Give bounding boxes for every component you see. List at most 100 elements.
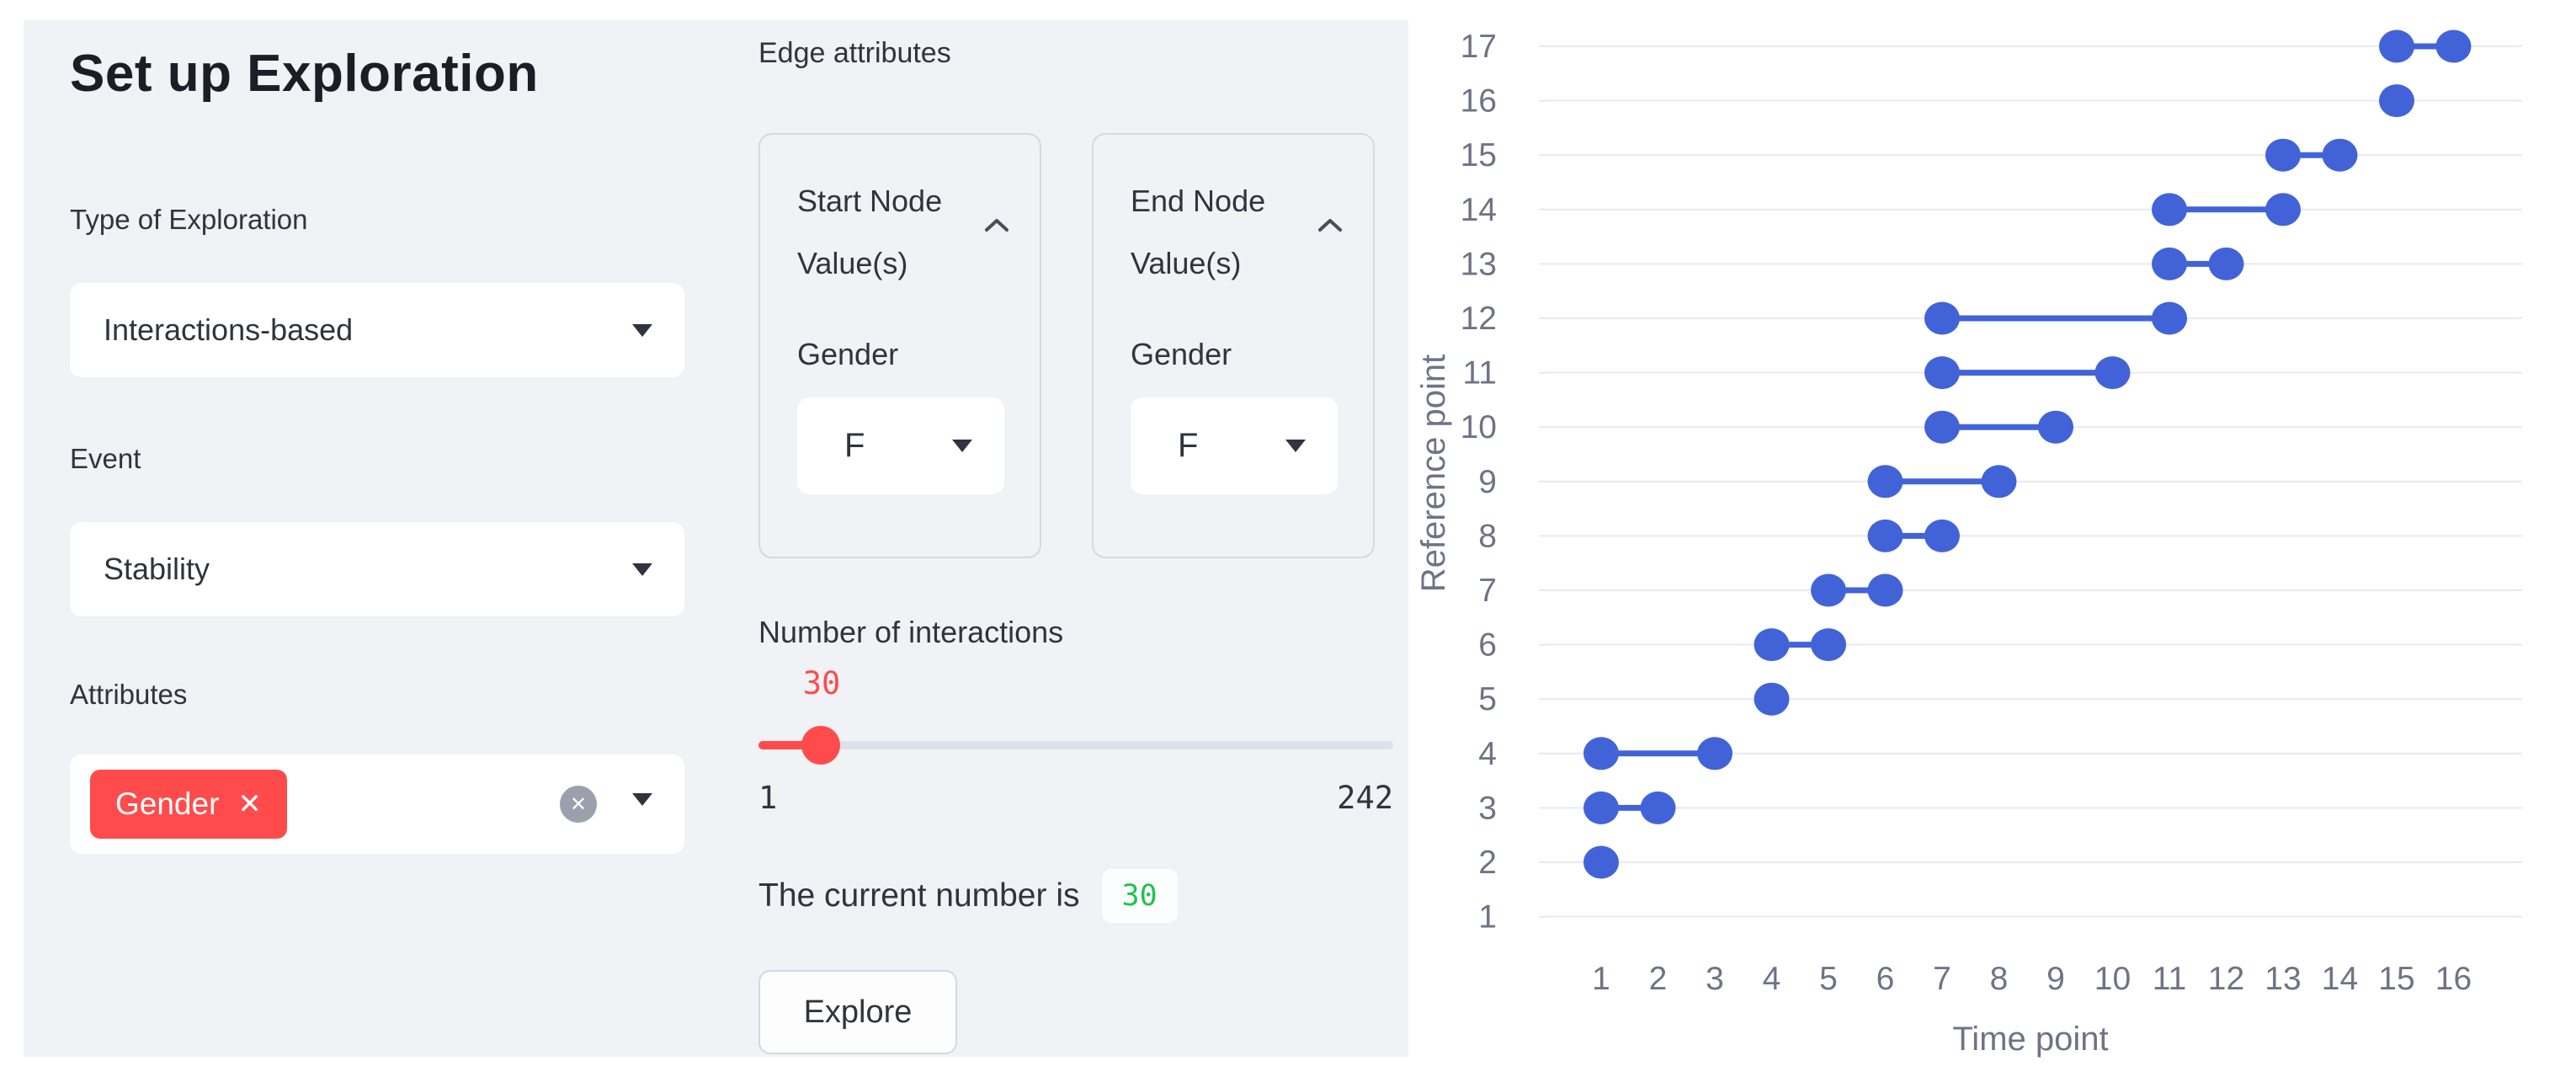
y-tick-label: 13 xyxy=(1461,246,1497,282)
event-label: Event xyxy=(70,443,141,474)
y-tick-label: 15 xyxy=(1461,137,1497,173)
chart-point-start xyxy=(1924,301,1960,335)
chevron-down-icon xyxy=(632,562,652,576)
type-of-exploration-value: Interactions-based xyxy=(104,312,354,347)
y-tick-label: 17 xyxy=(1461,29,1497,65)
chart-point-end xyxy=(2208,247,2244,280)
attribute-tag-gender[interactable]: Gender ✕ xyxy=(90,770,287,839)
y-tick-label: 8 xyxy=(1478,518,1497,554)
chevron-down-icon xyxy=(632,323,652,337)
x-tick-label: 13 xyxy=(2265,961,2301,997)
chart-point-end xyxy=(2094,356,2131,390)
card-gender-label: Gender xyxy=(1131,337,1232,371)
chart-point-end xyxy=(1867,573,1903,607)
chart-point-start xyxy=(2152,247,2187,280)
current-number-value: 30 xyxy=(1101,869,1178,923)
x-tick-label: 12 xyxy=(2208,961,2244,997)
x-tick-label: 15 xyxy=(2378,961,2414,997)
x-tick-label: 10 xyxy=(2094,961,2131,997)
x-tick-label: 1 xyxy=(1592,961,1610,997)
end-node-card: End Node Value(s) Gender F xyxy=(1092,133,1375,558)
y-axis-title: Reference point xyxy=(1415,355,1452,592)
end-node-value-select[interactable]: F xyxy=(1131,397,1338,494)
chart-point-end xyxy=(1811,628,1846,662)
type-of-exploration-label: Type of Exploration xyxy=(70,204,308,235)
end-node-value: F xyxy=(1178,427,1199,464)
chart-point-end xyxy=(1697,737,1732,770)
clear-all-icon[interactable]: ✕ xyxy=(560,786,597,823)
card-title-line2: Value(s) xyxy=(797,246,908,280)
chart-point-start xyxy=(1924,410,1960,444)
x-tick-label: 7 xyxy=(1933,961,1951,997)
x-tick-label: 16 xyxy=(2435,961,2472,997)
chart-point-start xyxy=(1867,465,1903,499)
chart-point-end xyxy=(2038,410,2073,444)
attributes-label: Attributes xyxy=(70,679,188,710)
start-node-value-select[interactable]: F xyxy=(797,397,1004,494)
y-tick-label: 5 xyxy=(1478,681,1497,717)
interactions-slider-thumb[interactable] xyxy=(801,726,840,765)
slider-min-label: 1 xyxy=(758,780,778,816)
chart-point-start xyxy=(1754,682,1790,716)
setup-exploration-panel: Set up Exploration Type of Exploration I… xyxy=(24,20,1408,1057)
chevron-down-icon xyxy=(632,793,652,806)
y-tick-label: 1 xyxy=(1478,899,1497,936)
chart-point-start xyxy=(2152,193,2187,227)
y-tick-label: 14 xyxy=(1461,192,1497,228)
y-tick-label: 7 xyxy=(1478,573,1497,609)
chart-point-end xyxy=(2322,138,2358,172)
chart-point-start xyxy=(2379,84,2414,118)
card-gender-label: Gender xyxy=(797,337,899,371)
chart-point-end xyxy=(2435,29,2472,63)
chart-point-start xyxy=(1867,519,1903,552)
x-tick-label: 11 xyxy=(2153,961,2187,997)
chart-point-start xyxy=(1811,573,1846,607)
chevron-up-icon[interactable] xyxy=(1317,217,1343,232)
chevron-up-icon[interactable] xyxy=(984,217,1009,232)
chart-point-start xyxy=(2265,138,2301,172)
chart-point-start xyxy=(1924,356,1960,390)
chevron-down-icon xyxy=(952,440,972,452)
slider-max-label: 242 xyxy=(1337,780,1393,816)
x-tick-label: 9 xyxy=(2046,961,2065,997)
explore-button[interactable]: Explore xyxy=(758,970,957,1054)
current-number-text: The current number is xyxy=(758,877,1080,914)
current-number-line: The current number is 30 xyxy=(758,869,1178,923)
x-tick-label: 3 xyxy=(1706,961,1724,997)
end-node-card-title: End Node Value(s) xyxy=(1131,170,1265,295)
chart-point-start xyxy=(1754,628,1790,662)
y-tick-label: 6 xyxy=(1478,627,1497,664)
slider-value-label: 30 xyxy=(802,665,841,701)
interactions-slider-track[interactable] xyxy=(758,741,1393,749)
type-of-exploration-select[interactable]: Interactions-based xyxy=(70,283,684,377)
attribute-tag-label: Gender xyxy=(115,786,220,821)
y-tick-label: 16 xyxy=(1461,83,1497,120)
chart-point-end xyxy=(2265,193,2301,227)
event-select[interactable]: Stability xyxy=(70,522,684,616)
event-value: Stability xyxy=(104,552,210,586)
y-tick-label: 9 xyxy=(1478,464,1497,500)
card-title-line1: Start Node xyxy=(797,184,943,218)
x-tick-label: 2 xyxy=(1649,961,1668,997)
card-title-line1: End Node xyxy=(1131,184,1266,218)
start-node-card-title: Start Node Value(s) xyxy=(797,170,942,295)
y-tick-label: 12 xyxy=(1461,301,1497,337)
x-tick-label: 6 xyxy=(1876,961,1895,997)
chart-point-end xyxy=(2152,301,2187,335)
chart-point-start xyxy=(1583,737,1619,770)
y-tick-label: 2 xyxy=(1478,845,1497,881)
chart-point-end xyxy=(1640,791,1676,824)
x-tick-label: 8 xyxy=(1990,961,2009,997)
chart-point-start xyxy=(1583,791,1619,824)
chart-point-start xyxy=(1583,845,1619,879)
number-of-interactions-label: Number of interactions xyxy=(758,615,1064,649)
start-node-card: Start Node Value(s) Gender F xyxy=(758,133,1041,558)
y-tick-label: 3 xyxy=(1478,790,1497,826)
start-node-value: F xyxy=(844,427,865,464)
attributes-multiselect[interactable]: Gender ✕ ✕ xyxy=(70,754,684,854)
x-tick-label: 14 xyxy=(2322,961,2358,997)
page-title: Set up Exploration xyxy=(70,45,539,103)
remove-tag-icon[interactable]: ✕ xyxy=(237,788,262,820)
